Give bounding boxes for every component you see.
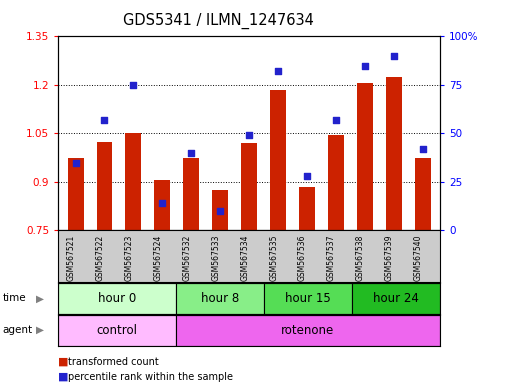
Text: ▶: ▶ [36, 293, 44, 303]
Text: GSM567521: GSM567521 [67, 235, 75, 281]
Bar [357, 83, 372, 230]
Bar [96, 142, 112, 230]
Text: ▶: ▶ [36, 325, 44, 335]
Bar [351, 283, 439, 314]
Point [360, 63, 368, 69]
Text: GSM567540: GSM567540 [413, 235, 422, 281]
Point [331, 117, 339, 123]
Bar [298, 187, 315, 230]
Point [100, 117, 109, 123]
Point [389, 53, 397, 59]
Text: transformed count: transformed count [68, 357, 159, 367]
Point [187, 150, 195, 156]
Bar [414, 158, 430, 230]
Text: rotenone: rotenone [281, 324, 334, 337]
Text: percentile rank within the sample: percentile rank within the sample [68, 372, 233, 382]
Bar [270, 90, 285, 230]
Point [245, 132, 253, 139]
Text: hour 0: hour 0 [97, 292, 136, 305]
Text: GSM567524: GSM567524 [153, 235, 162, 281]
Point [274, 68, 282, 74]
Bar [154, 180, 170, 230]
Bar [327, 135, 343, 230]
Text: GSM567538: GSM567538 [356, 235, 364, 281]
Bar [175, 315, 439, 346]
Bar [58, 315, 175, 346]
Point [158, 200, 166, 206]
Text: hour 8: hour 8 [200, 292, 238, 305]
Bar [175, 283, 264, 314]
Bar [58, 283, 175, 314]
Text: ■: ■ [58, 357, 69, 367]
Point [71, 159, 79, 166]
Point [129, 82, 137, 88]
Text: GSM567533: GSM567533 [211, 235, 220, 281]
Text: agent: agent [3, 325, 33, 335]
Text: GSM567523: GSM567523 [124, 235, 133, 281]
Bar [264, 283, 351, 314]
Bar [241, 143, 257, 230]
Text: GSM567522: GSM567522 [95, 235, 105, 281]
Text: GSM567536: GSM567536 [297, 235, 307, 281]
Bar [212, 190, 228, 230]
Text: GSM567532: GSM567532 [182, 235, 191, 281]
Text: ■: ■ [58, 372, 69, 382]
Text: hour 15: hour 15 [284, 292, 330, 305]
Bar [385, 77, 401, 230]
Text: GSM567535: GSM567535 [269, 235, 278, 281]
Point [216, 208, 224, 214]
Bar [68, 158, 83, 230]
Point [302, 173, 311, 179]
Bar [125, 134, 141, 230]
Text: GDS5341 / ILMN_1247634: GDS5341 / ILMN_1247634 [123, 13, 314, 29]
Text: GSM567537: GSM567537 [326, 235, 335, 281]
Bar [183, 158, 199, 230]
Text: time: time [3, 293, 26, 303]
Text: GSM567534: GSM567534 [240, 235, 249, 281]
Text: hour 24: hour 24 [373, 292, 418, 305]
Text: control: control [96, 324, 137, 337]
Point [418, 146, 426, 152]
Text: GSM567539: GSM567539 [384, 235, 393, 281]
